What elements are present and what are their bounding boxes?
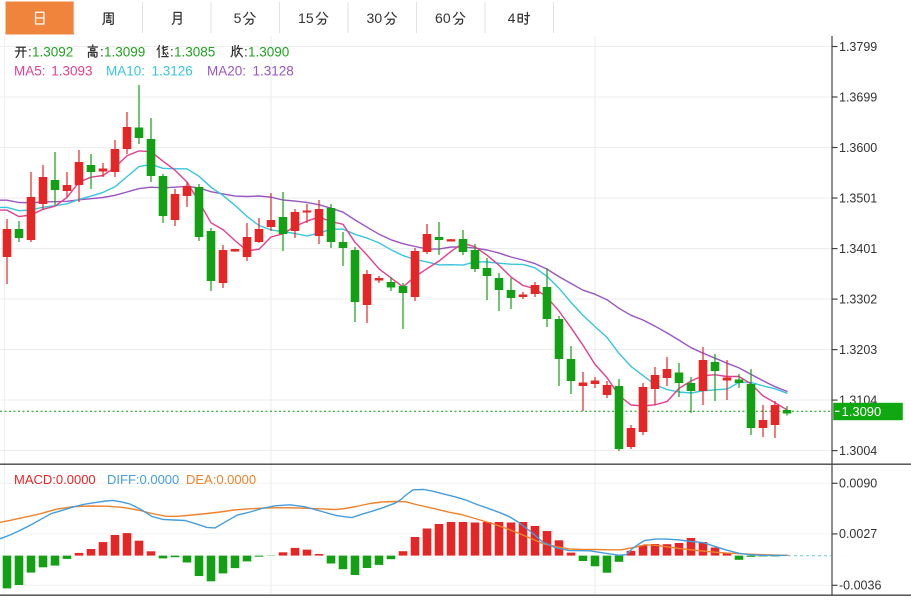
- svg-text:1.3302: 1.3302: [839, 292, 877, 306]
- svg-text:1.3090: 1.3090: [248, 45, 289, 60]
- svg-text:1.3203: 1.3203: [839, 343, 877, 357]
- svg-text:1.3600: 1.3600: [839, 141, 877, 155]
- svg-text:1.3093: 1.3093: [51, 64, 92, 79]
- svg-text:5: 5: [234, 10, 242, 26]
- svg-text:-0.0036: -0.0036: [839, 579, 881, 593]
- svg-text:MA20:: MA20:: [207, 64, 246, 79]
- svg-text:1.3699: 1.3699: [839, 90, 877, 104]
- svg-text:1.3799: 1.3799: [839, 40, 877, 54]
- svg-text:0.0027: 0.0027: [839, 527, 877, 541]
- svg-text:MA5:: MA5:: [14, 64, 46, 79]
- svg-text:1.3401: 1.3401: [839, 242, 877, 256]
- svg-text:30: 30: [367, 10, 383, 26]
- svg-text:DIFF:0.0000: DIFF:0.0000: [107, 472, 179, 487]
- svg-text:1.3099: 1.3099: [104, 45, 145, 60]
- svg-text:1.3092: 1.3092: [32, 45, 73, 60]
- svg-text:60: 60: [435, 10, 451, 26]
- svg-text:15: 15: [298, 10, 314, 26]
- svg-text:1.3004: 1.3004: [839, 444, 877, 458]
- svg-text:MACD:0.0000: MACD:0.0000: [14, 472, 96, 487]
- svg-text:1.3090: 1.3090: [842, 404, 882, 419]
- svg-text:MA10:: MA10:: [106, 64, 145, 79]
- svg-text:1.3128: 1.3128: [253, 64, 294, 79]
- svg-text:0.0090: 0.0090: [839, 477, 877, 491]
- svg-text:4: 4: [508, 10, 516, 26]
- svg-text:1.3126: 1.3126: [152, 64, 193, 79]
- svg-text:1.3501: 1.3501: [839, 191, 877, 205]
- svg-text:DEA:0.0000: DEA:0.0000: [186, 472, 256, 487]
- svg-text:1.3085: 1.3085: [174, 45, 215, 60]
